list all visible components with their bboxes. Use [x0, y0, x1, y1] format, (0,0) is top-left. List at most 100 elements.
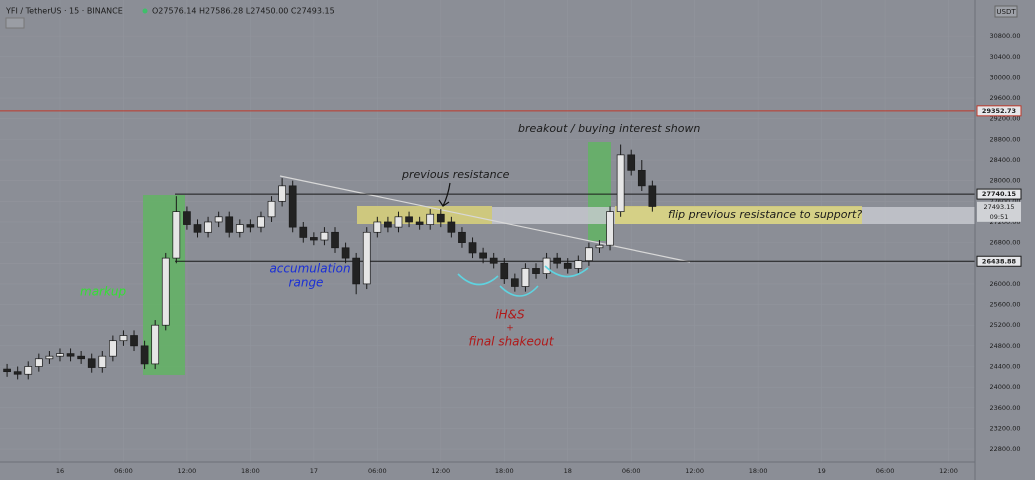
y-tick-label: 23200.00: [989, 424, 1020, 432]
candle-body: [288, 185, 297, 228]
price-tag-label: 26438.88: [982, 257, 1017, 265]
y-tick-label: 24800.00: [989, 342, 1020, 350]
candle-body: [77, 355, 85, 360]
y-tick-label: 24000.00: [989, 383, 1020, 391]
candle-body: [267, 200, 276, 218]
price-tag: [976, 255, 1022, 267]
candle-body: [246, 224, 255, 228]
x-tick-label: 18:00: [749, 467, 768, 475]
x-tick-label: 18: [564, 467, 572, 475]
candle-body: [214, 216, 223, 223]
candle-body: [172, 211, 181, 259]
candle-body: [415, 221, 424, 225]
y-tick-label: 29200.00: [989, 115, 1020, 123]
candle-body: [585, 247, 593, 262]
candle-body: [204, 221, 212, 233]
candle-body: [66, 353, 75, 357]
annotation: flip previous resistance to support?: [668, 208, 862, 221]
y-tick-label: 28000.00: [989, 177, 1020, 185]
candle-body: [521, 268, 530, 287]
candle-body: [606, 211, 614, 246]
y-tick-label: 28400.00: [989, 156, 1020, 164]
candle-body: [394, 216, 403, 228]
candle-body: [426, 213, 435, 225]
annotation: breakout / buying interest shown: [518, 122, 700, 135]
candle-body: [532, 268, 540, 274]
resistance-box: [357, 206, 492, 224]
x-tick-label: 16: [56, 467, 64, 475]
x-tick-label: 12:00: [431, 467, 450, 475]
candle-body: [225, 216, 234, 233]
candle-body: [479, 252, 487, 259]
status-dot: [142, 8, 148, 14]
last-price-label: 27493.15: [983, 203, 1014, 211]
ohlc-legend: O27576.14 H27586.28 L27450.00 C27493.15: [152, 7, 335, 16]
candle-body: [278, 185, 286, 202]
support-box: [615, 206, 862, 224]
y-tick-label: 29600.00: [989, 94, 1020, 102]
candle-body: [161, 257, 170, 326]
candle-body: [140, 345, 149, 365]
price-tag-label: 27740.15: [982, 190, 1017, 198]
candle-body: [3, 368, 11, 373]
candle-body: [574, 260, 583, 269]
x-tick-label: 12:00: [939, 467, 958, 475]
annotation: range: [289, 276, 324, 290]
y-tick-label: 30800.00: [989, 32, 1020, 40]
candle-body: [56, 353, 64, 357]
shoulder-arc: [457, 273, 499, 286]
candle-body: [616, 154, 625, 212]
candle-body: [553, 257, 562, 264]
y-tick-label: 27200.00: [989, 218, 1020, 226]
candle-body: [331, 231, 339, 249]
candle-body: [510, 278, 519, 287]
candle-body: [637, 169, 646, 187]
y-tick-label: 26800.00: [989, 239, 1020, 247]
candle-body: [119, 335, 128, 342]
arrow: [438, 182, 451, 207]
countdown: 09:51: [990, 213, 1009, 221]
y-tick-label: 30400.00: [989, 53, 1020, 61]
y-tick-label: 30000.00: [989, 73, 1020, 81]
price-tag: [976, 105, 1022, 117]
annotation: markup: [80, 285, 127, 299]
candle-body: [235, 224, 244, 233]
x-tick-label: 18:00: [241, 467, 260, 475]
candle-body: [458, 231, 466, 243]
x-tick-label: 06:00: [622, 467, 641, 475]
candle-body: [373, 221, 382, 233]
x-tick-label: 06:00: [114, 467, 133, 475]
candle-body: [257, 216, 265, 228]
candle-body: [648, 185, 657, 207]
annotation: accumulation: [269, 262, 350, 276]
candle-body: [436, 213, 445, 223]
price-tag: [976, 188, 1022, 200]
drawings-front: markup accumulation range previous resis…: [80, 122, 862, 349]
y-tick-label: 22800.00: [989, 445, 1020, 453]
annotation: previous resistance: [401, 168, 510, 181]
y-tick-label: 27600.00: [989, 197, 1020, 205]
trend-line: [279, 175, 691, 263]
candle-body: [24, 366, 33, 375]
candle-body: [151, 324, 160, 365]
last-price-tag: [977, 201, 1021, 222]
candle-body: [130, 335, 138, 347]
candle-body: [500, 262, 509, 280]
candle-body: [299, 226, 308, 238]
shoulder-arc: [544, 265, 589, 278]
candle-body: [320, 231, 329, 241]
candle-body: [447, 221, 456, 233]
x-tick-label: 06:00: [368, 467, 387, 475]
y-tick-label: 23600.00: [989, 404, 1020, 412]
candle-body: [34, 358, 43, 367]
candle-body: [310, 237, 318, 241]
y-tick-label: 28800.00: [989, 135, 1020, 143]
candle-body: [627, 154, 636, 171]
candle-body: [109, 340, 117, 357]
candle-body: [563, 262, 572, 269]
annotation: final shakeout: [468, 335, 554, 349]
collapse-button[interactable]: [5, 17, 25, 29]
candle-body: [98, 355, 107, 368]
